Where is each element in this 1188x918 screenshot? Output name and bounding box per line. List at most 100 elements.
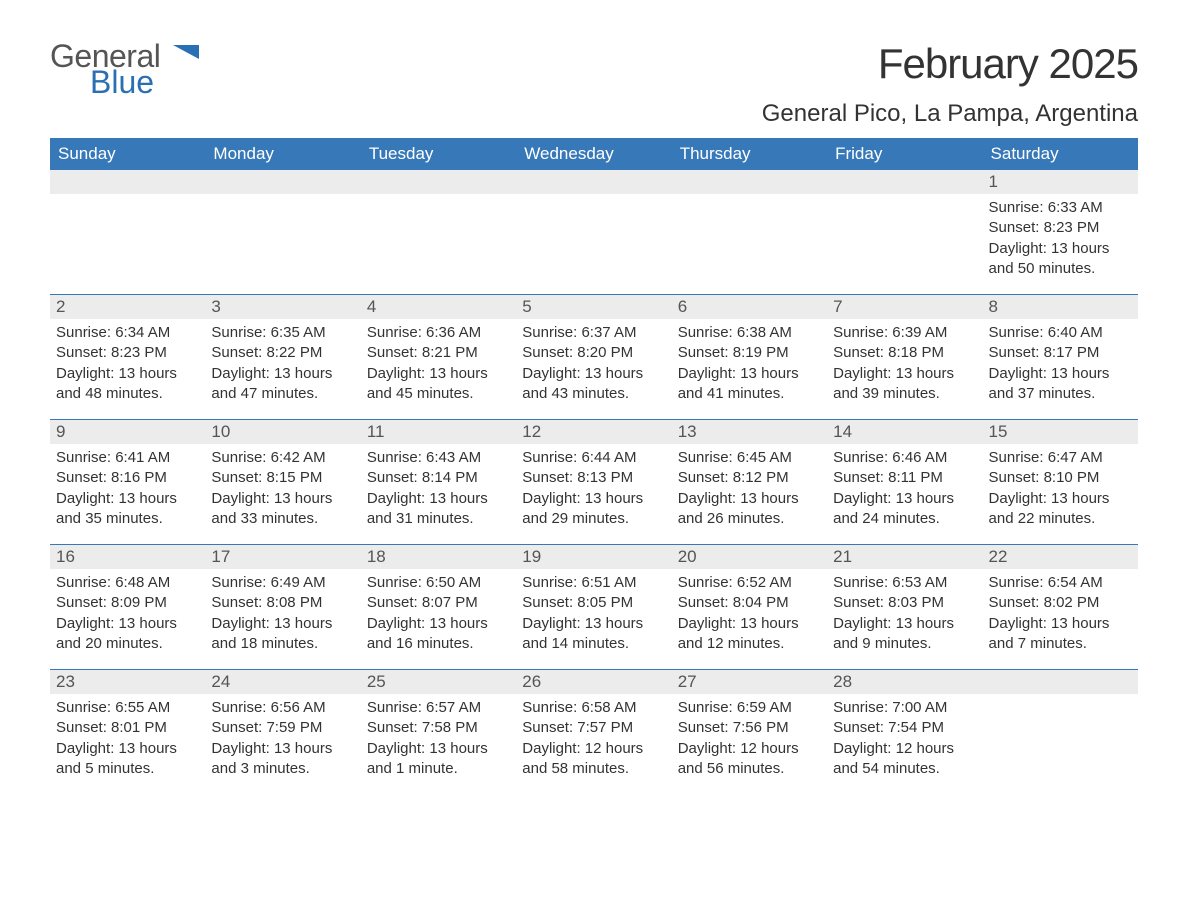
- sunrise-text: Sunrise: 6:50 AM: [367, 573, 510, 593]
- sunrise-text: Sunrise: 6:57 AM: [367, 698, 510, 718]
- calendar-cell: 5Sunrise: 6:37 AMSunset: 8:20 PMDaylight…: [516, 295, 671, 420]
- day-details: Sunrise: 6:43 AMSunset: 8:14 PMDaylight:…: [361, 444, 516, 539]
- weekday-header: Monday: [205, 138, 360, 170]
- month-title: February 2025: [762, 40, 1138, 88]
- day-number: 8: [983, 295, 1138, 319]
- calendar-cell: [361, 170, 516, 295]
- sunset-text: Sunset: 8:07 PM: [367, 593, 510, 613]
- day-number: 20: [672, 545, 827, 569]
- calendar-cell: 9Sunrise: 6:41 AMSunset: 8:16 PMDaylight…: [50, 420, 205, 545]
- empty-day: [361, 170, 516, 194]
- sunset-text: Sunset: 8:01 PM: [56, 718, 199, 738]
- sunset-text: Sunset: 8:21 PM: [367, 343, 510, 363]
- daylight-text: Daylight: 13 hours and 3 minutes.: [211, 739, 354, 780]
- calendar-cell: 4Sunrise: 6:36 AMSunset: 8:21 PMDaylight…: [361, 295, 516, 420]
- calendar-cell: 6Sunrise: 6:38 AMSunset: 8:19 PMDaylight…: [672, 295, 827, 420]
- sunset-text: Sunset: 8:23 PM: [56, 343, 199, 363]
- day-number: 26: [516, 670, 671, 694]
- calendar-week: 23Sunrise: 6:55 AMSunset: 8:01 PMDayligh…: [50, 670, 1138, 794]
- day-number: 18: [361, 545, 516, 569]
- calendar-cell: 28Sunrise: 7:00 AMSunset: 7:54 PMDayligh…: [827, 670, 982, 794]
- calendar-body: 1Sunrise: 6:33 AMSunset: 8:23 PMDaylight…: [50, 170, 1138, 794]
- empty-day: [516, 170, 671, 194]
- day-details: Sunrise: 6:35 AMSunset: 8:22 PMDaylight:…: [205, 319, 360, 414]
- weekday-header: Saturday: [983, 138, 1138, 170]
- day-details: Sunrise: 6:44 AMSunset: 8:13 PMDaylight:…: [516, 444, 671, 539]
- calendar-cell: 13Sunrise: 6:45 AMSunset: 8:12 PMDayligh…: [672, 420, 827, 545]
- calendar-cell: 21Sunrise: 6:53 AMSunset: 8:03 PMDayligh…: [827, 545, 982, 670]
- calendar-week: 1Sunrise: 6:33 AMSunset: 8:23 PMDaylight…: [50, 170, 1138, 295]
- weekday-header: Wednesday: [516, 138, 671, 170]
- sunset-text: Sunset: 8:18 PM: [833, 343, 976, 363]
- header: General Blue February 2025 General Pico,…: [50, 40, 1138, 128]
- day-details: Sunrise: 6:56 AMSunset: 7:59 PMDaylight:…: [205, 694, 360, 789]
- sunrise-text: Sunrise: 6:39 AM: [833, 323, 976, 343]
- calendar-week: 9Sunrise: 6:41 AMSunset: 8:16 PMDaylight…: [50, 420, 1138, 545]
- day-number: 13: [672, 420, 827, 444]
- calendar-week: 2Sunrise: 6:34 AMSunset: 8:23 PMDaylight…: [50, 295, 1138, 420]
- daylight-text: Daylight: 13 hours and 26 minutes.: [678, 489, 821, 530]
- daylight-text: Daylight: 13 hours and 9 minutes.: [833, 614, 976, 655]
- sunset-text: Sunset: 7:56 PM: [678, 718, 821, 738]
- weekday-header: Sunday: [50, 138, 205, 170]
- sunrise-text: Sunrise: 6:51 AM: [522, 573, 665, 593]
- day-number: 3: [205, 295, 360, 319]
- empty-day: [827, 170, 982, 194]
- day-details: Sunrise: 7:00 AMSunset: 7:54 PMDaylight:…: [827, 694, 982, 789]
- calendar-header-row: SundayMondayTuesdayWednesdayThursdayFrid…: [50, 138, 1138, 170]
- day-number: 1: [983, 170, 1138, 194]
- calendar-cell: [50, 170, 205, 295]
- sunrise-text: Sunrise: 6:46 AM: [833, 448, 976, 468]
- daylight-text: Daylight: 13 hours and 33 minutes.: [211, 489, 354, 530]
- sunrise-text: Sunrise: 6:54 AM: [989, 573, 1132, 593]
- day-number: 15: [983, 420, 1138, 444]
- sunrise-text: Sunrise: 6:59 AM: [678, 698, 821, 718]
- day-number: 14: [827, 420, 982, 444]
- daylight-text: Daylight: 13 hours and 47 minutes.: [211, 364, 354, 405]
- sunrise-text: Sunrise: 6:58 AM: [522, 698, 665, 718]
- day-details: Sunrise: 6:53 AMSunset: 8:03 PMDaylight:…: [827, 569, 982, 664]
- sunset-text: Sunset: 8:08 PM: [211, 593, 354, 613]
- sunset-text: Sunset: 8:22 PM: [211, 343, 354, 363]
- day-details: Sunrise: 6:58 AMSunset: 7:57 PMDaylight:…: [516, 694, 671, 789]
- sunrise-text: Sunrise: 6:55 AM: [56, 698, 199, 718]
- daylight-text: Daylight: 13 hours and 16 minutes.: [367, 614, 510, 655]
- sunset-text: Sunset: 8:16 PM: [56, 468, 199, 488]
- day-details: Sunrise: 6:49 AMSunset: 8:08 PMDaylight:…: [205, 569, 360, 664]
- day-details: Sunrise: 6:38 AMSunset: 8:19 PMDaylight:…: [672, 319, 827, 414]
- sunrise-text: Sunrise: 6:49 AM: [211, 573, 354, 593]
- day-details: Sunrise: 6:36 AMSunset: 8:21 PMDaylight:…: [361, 319, 516, 414]
- calendar-week: 16Sunrise: 6:48 AMSunset: 8:09 PMDayligh…: [50, 545, 1138, 670]
- logo-flag-icon: [173, 40, 199, 72]
- day-details: Sunrise: 6:41 AMSunset: 8:16 PMDaylight:…: [50, 444, 205, 539]
- empty-day: [983, 670, 1138, 694]
- sunset-text: Sunset: 8:05 PM: [522, 593, 665, 613]
- daylight-text: Daylight: 13 hours and 31 minutes.: [367, 489, 510, 530]
- day-details: Sunrise: 6:52 AMSunset: 8:04 PMDaylight:…: [672, 569, 827, 664]
- day-number: 6: [672, 295, 827, 319]
- day-details: Sunrise: 6:46 AMSunset: 8:11 PMDaylight:…: [827, 444, 982, 539]
- sunrise-text: Sunrise: 6:36 AM: [367, 323, 510, 343]
- day-number: 22: [983, 545, 1138, 569]
- calendar-cell: 7Sunrise: 6:39 AMSunset: 8:18 PMDaylight…: [827, 295, 982, 420]
- day-details: Sunrise: 6:42 AMSunset: 8:15 PMDaylight:…: [205, 444, 360, 539]
- day-number: 2: [50, 295, 205, 319]
- sunset-text: Sunset: 7:57 PM: [522, 718, 665, 738]
- sunrise-text: Sunrise: 6:48 AM: [56, 573, 199, 593]
- day-number: 25: [361, 670, 516, 694]
- calendar-cell: 16Sunrise: 6:48 AMSunset: 8:09 PMDayligh…: [50, 545, 205, 670]
- page: General Blue February 2025 General Pico,…: [0, 0, 1188, 854]
- calendar-cell: 20Sunrise: 6:52 AMSunset: 8:04 PMDayligh…: [672, 545, 827, 670]
- calendar-table: SundayMondayTuesdayWednesdayThursdayFrid…: [50, 138, 1138, 794]
- sunset-text: Sunset: 7:59 PM: [211, 718, 354, 738]
- day-details: Sunrise: 6:47 AMSunset: 8:10 PMDaylight:…: [983, 444, 1138, 539]
- weekday-header: Thursday: [672, 138, 827, 170]
- sunset-text: Sunset: 8:09 PM: [56, 593, 199, 613]
- day-number: 24: [205, 670, 360, 694]
- sunset-text: Sunset: 8:23 PM: [989, 218, 1132, 238]
- daylight-text: Daylight: 13 hours and 48 minutes.: [56, 364, 199, 405]
- location: General Pico, La Pampa, Argentina: [762, 100, 1138, 128]
- empty-day: [50, 170, 205, 194]
- day-number: 17: [205, 545, 360, 569]
- sunrise-text: Sunrise: 6:34 AM: [56, 323, 199, 343]
